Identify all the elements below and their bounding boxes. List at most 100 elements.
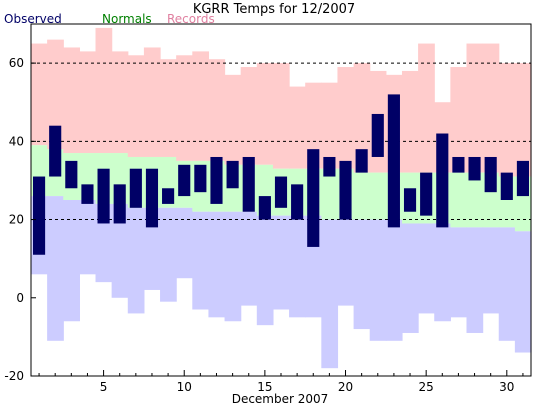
x-tick-label: 15 bbox=[257, 380, 272, 394]
normal-band bbox=[369, 172, 387, 220]
record-high-band bbox=[176, 55, 193, 161]
record-low-band bbox=[192, 211, 210, 310]
observed-bar bbox=[500, 172, 513, 200]
record-low-band bbox=[240, 211, 258, 306]
observed-bar bbox=[226, 160, 239, 189]
observed-bar bbox=[129, 168, 142, 208]
record-low-band bbox=[434, 223, 451, 322]
chart-title: KGRR Temps for 12/2007 bbox=[193, 2, 355, 17]
record-low-band bbox=[337, 219, 355, 306]
observed-bar bbox=[194, 164, 207, 193]
record-high-band bbox=[111, 51, 129, 154]
x-tick-label: 25 bbox=[419, 380, 434, 394]
record-high-band bbox=[95, 27, 113, 154]
observed-bar bbox=[258, 196, 271, 220]
record-low-band bbox=[401, 223, 419, 333]
record-low-band bbox=[47, 196, 64, 341]
observed-bar bbox=[387, 94, 400, 228]
record-high-band bbox=[224, 74, 242, 165]
observed-bar bbox=[291, 184, 304, 220]
observed-bar bbox=[468, 156, 481, 181]
record-high-band bbox=[31, 43, 48, 146]
record-high-band bbox=[498, 63, 516, 177]
observed-bar bbox=[162, 188, 175, 204]
record-high-band bbox=[466, 43, 484, 173]
record-low-band bbox=[111, 203, 129, 298]
record-high-band bbox=[63, 47, 80, 154]
x-tick-label: 20 bbox=[338, 380, 353, 394]
observed-bar bbox=[210, 156, 223, 204]
record-low-band bbox=[450, 227, 468, 318]
record-low-band bbox=[208, 211, 226, 318]
legend-observed: Observed bbox=[4, 12, 62, 26]
normal-band bbox=[353, 172, 371, 220]
record-low-band bbox=[272, 215, 290, 310]
observed-bar bbox=[81, 184, 94, 204]
observed-bar bbox=[113, 184, 126, 224]
x-tick-label: 30 bbox=[499, 380, 514, 394]
record-high-band bbox=[450, 67, 468, 173]
record-low-band bbox=[160, 207, 177, 302]
normal-band bbox=[450, 172, 468, 228]
record-low-band bbox=[353, 219, 371, 330]
y-tick-label: 0 bbox=[16, 291, 24, 305]
record-low-band bbox=[176, 207, 193, 279]
record-high-band bbox=[256, 63, 274, 165]
record-low-band bbox=[369, 219, 387, 341]
normal-band bbox=[321, 168, 339, 220]
observed-bar bbox=[516, 160, 529, 197]
y-tick-label: 20 bbox=[9, 213, 24, 227]
x-tick-label: 5 bbox=[100, 380, 108, 394]
observed-bar bbox=[33, 176, 46, 255]
record-high-band bbox=[272, 63, 290, 169]
axes-layer: -20 0 20 40 60 5 10 15 20 25 30 bbox=[4, 23, 532, 394]
observed-bar bbox=[355, 149, 368, 173]
record-low-band bbox=[95, 203, 113, 283]
observed-bar bbox=[145, 168, 159, 228]
x-axis-label: December 2007 bbox=[232, 392, 329, 406]
observed-bar bbox=[452, 156, 465, 173]
observed-bar bbox=[97, 168, 110, 224]
y-tick-label: -20 bbox=[4, 369, 24, 383]
observed-bars-layer bbox=[33, 94, 529, 255]
observed-bar bbox=[65, 160, 78, 189]
record-low-band bbox=[385, 219, 403, 341]
y-tick-label: 40 bbox=[9, 134, 24, 148]
record-high-band bbox=[305, 82, 322, 169]
observed-bar bbox=[436, 133, 449, 228]
record-low-band bbox=[289, 215, 306, 318]
record-high-band bbox=[514, 63, 532, 177]
record-high-band bbox=[79, 51, 97, 154]
observed-bar bbox=[242, 156, 255, 212]
record-low-band bbox=[321, 219, 339, 369]
record-high-band bbox=[321, 82, 339, 169]
record-high-band bbox=[401, 70, 419, 173]
observed-bar bbox=[274, 176, 288, 208]
record-high-band bbox=[192, 51, 210, 161]
record-low-band bbox=[224, 211, 242, 322]
observed-bar bbox=[323, 156, 336, 177]
legend: Observed Normals Records bbox=[4, 12, 215, 26]
legend-normals: Normals bbox=[102, 12, 152, 26]
record-high-band bbox=[127, 55, 145, 157]
record-low-band bbox=[482, 227, 500, 314]
observed-bar bbox=[339, 160, 352, 220]
record-low-band bbox=[79, 200, 97, 275]
observed-bar bbox=[371, 113, 384, 157]
record-high-band bbox=[418, 43, 435, 173]
record-low-band bbox=[466, 227, 484, 333]
observed-bar bbox=[49, 125, 62, 177]
observed-bar bbox=[484, 156, 497, 193]
record-low-band bbox=[498, 227, 516, 341]
observed-bar bbox=[307, 149, 320, 247]
record-high-band bbox=[208, 59, 226, 161]
record-low-band bbox=[514, 231, 532, 353]
record-low-band bbox=[256, 215, 274, 326]
record-high-band bbox=[289, 86, 306, 169]
record-low-band bbox=[63, 200, 80, 322]
x-tick-label: 10 bbox=[177, 380, 192, 394]
normal-band bbox=[466, 172, 484, 228]
record-high-band bbox=[143, 47, 161, 157]
legend-records: Records bbox=[167, 12, 215, 26]
